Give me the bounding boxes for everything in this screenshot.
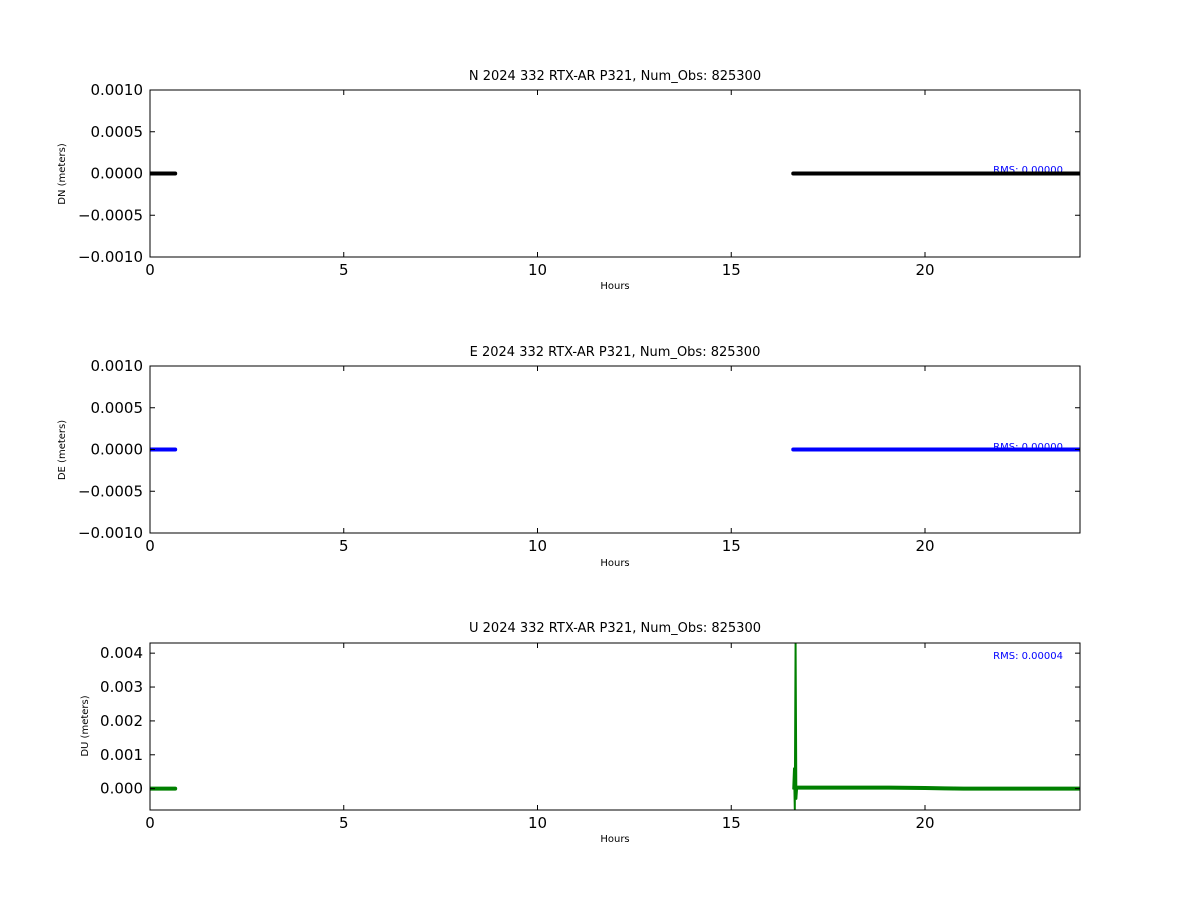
y-tick-label: −0.0005 [78,206,143,224]
data-series-2-band [795,785,1080,791]
chart-title: N 2024 332 RTX-AR P321, Num_Obs: 825300 [469,69,761,84]
chart-title: E 2024 332 RTX-AR P321, Num_Obs: 825300 [470,345,761,360]
x-tick-label: 10 [528,537,547,555]
x-tick-label: 0 [145,537,155,555]
y-tick-label: −0.0010 [78,248,143,266]
y-tick-label: 0.002 [100,712,143,730]
panel-north: N 2024 332 RTX-AR P321, Num_Obs: 825300 … [57,69,1081,292]
x-tick-label: 0 [145,814,155,832]
y-tick-label: 0.0005 [91,399,144,417]
y-tick-label: 0.0010 [91,81,144,99]
x-tick-label: 15 [722,537,741,555]
x-tick-label: 0 [145,261,155,279]
x-axis-label: Hours [600,281,629,292]
y-axis-label: DN (meters) [57,143,68,205]
x-tick-label: 20 [915,814,934,832]
y-tick-label: 0.0005 [91,123,144,141]
y-tick-label: 0.004 [100,644,143,662]
y-tick-label: −0.0005 [78,482,143,500]
rms-annotation: RMS: 0.00004 [993,651,1063,662]
y-axis-label: DE (meters) [57,420,68,480]
rms-annotation: RMS: 0.00000 [993,165,1063,176]
y-tick-label: 0.000 [100,780,143,798]
y-axis-label: DU (meters) [80,695,91,756]
x-tick-label: 15 [722,261,741,279]
y-tick-label: −0.0010 [78,524,143,542]
x-tick-label: 10 [528,814,547,832]
y-tick-label: 0.0010 [91,357,144,375]
x-tick-label: 5 [339,537,349,555]
chart-title: U 2024 332 RTX-AR P321, Num_Obs: 825300 [469,621,761,636]
y-tick-label: 0.0000 [91,165,144,183]
panel-east: E 2024 332 RTX-AR P321, Num_Obs: 825300 … [57,345,1081,569]
y-tick-label: 0.003 [100,678,143,696]
x-tick-label: 10 [528,261,547,279]
x-axis-label: Hours [600,558,629,569]
x-tick-label: 5 [339,261,349,279]
panel-up: U 2024 332 RTX-AR P321, Num_Obs: 825300 … [80,621,1081,845]
x-tick-label: 15 [722,814,741,832]
x-tick-label: 20 [915,537,934,555]
y-tick-label: 0.001 [100,746,143,764]
x-tick-label: 20 [915,261,934,279]
x-tick-label: 5 [339,814,349,832]
x-axis-label: Hours [600,834,629,845]
y-tick-label: 0.0000 [91,441,144,459]
axes-frame [149,642,1081,811]
